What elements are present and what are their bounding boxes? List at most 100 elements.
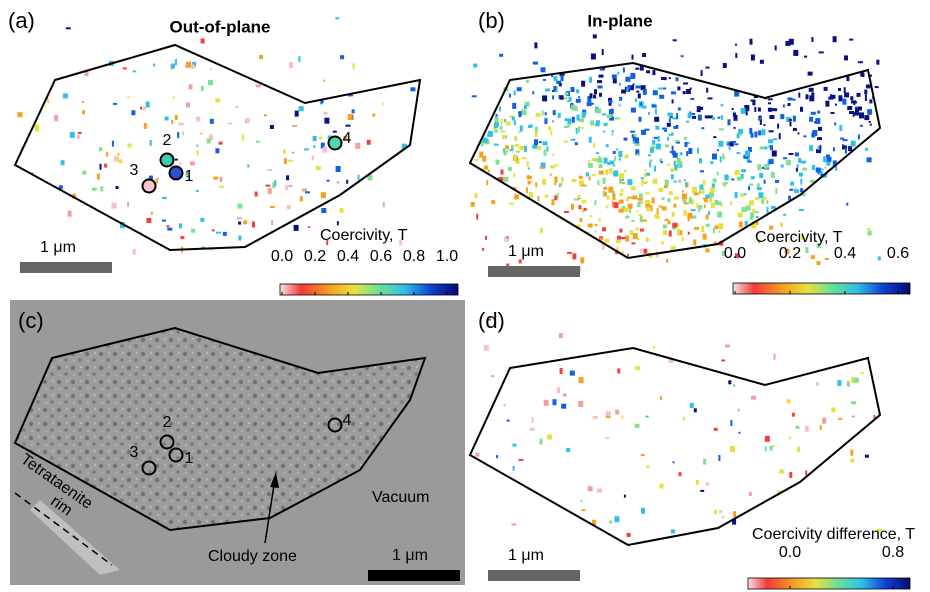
location-marker bbox=[329, 137, 342, 150]
pixel bbox=[594, 200, 596, 205]
pixel bbox=[113, 103, 117, 105]
pixel bbox=[688, 215, 690, 221]
pixel bbox=[646, 207, 650, 211]
pixel bbox=[780, 114, 784, 119]
pixel bbox=[590, 215, 593, 217]
pixel bbox=[644, 173, 647, 177]
pixel bbox=[321, 208, 326, 213]
pixel bbox=[752, 101, 755, 105]
pixel bbox=[580, 257, 584, 263]
pixel bbox=[672, 151, 676, 155]
pixel bbox=[319, 137, 322, 140]
pixel bbox=[815, 118, 820, 124]
pixel bbox=[733, 113, 736, 117]
pixel bbox=[177, 132, 179, 138]
pixel bbox=[733, 511, 736, 517]
pixel bbox=[627, 254, 629, 257]
pixel bbox=[801, 161, 806, 164]
pixel bbox=[619, 83, 621, 86]
pixel bbox=[857, 93, 861, 97]
pixel bbox=[865, 148, 868, 151]
panel-label: (c) bbox=[18, 308, 44, 333]
pixel bbox=[633, 137, 636, 141]
pixel bbox=[482, 248, 484, 251]
pixel bbox=[526, 80, 529, 83]
pixel bbox=[848, 146, 852, 151]
pixel bbox=[287, 205, 291, 209]
pixel bbox=[649, 162, 651, 167]
pixel bbox=[336, 166, 341, 172]
pixel bbox=[699, 158, 702, 163]
pixel bbox=[243, 220, 247, 224]
pixel bbox=[832, 95, 836, 99]
pixel bbox=[372, 114, 375, 117]
pixel bbox=[851, 401, 856, 404]
panel-label: (d) bbox=[478, 308, 505, 333]
pixel bbox=[270, 206, 275, 208]
pixel bbox=[783, 104, 785, 107]
pixel bbox=[642, 220, 647, 222]
pixel bbox=[268, 188, 272, 194]
scale-bar-label: 1 μm bbox=[40, 239, 76, 256]
pixel bbox=[628, 85, 631, 89]
pixel bbox=[786, 160, 791, 165]
location-marker bbox=[143, 180, 156, 193]
pixel bbox=[547, 146, 549, 151]
pixel bbox=[853, 113, 855, 117]
pixel bbox=[677, 86, 680, 90]
pixel bbox=[851, 141, 856, 147]
pixel bbox=[844, 55, 848, 60]
pixel bbox=[698, 107, 703, 110]
pixel bbox=[619, 104, 621, 106]
pixel bbox=[313, 136, 317, 141]
pixel bbox=[625, 236, 629, 242]
pixel bbox=[599, 171, 604, 175]
pixel bbox=[652, 140, 655, 145]
pixel bbox=[77, 135, 79, 139]
pixel bbox=[566, 448, 570, 452]
pixel bbox=[647, 238, 649, 241]
pixel bbox=[582, 200, 587, 203]
pixel bbox=[609, 100, 613, 103]
pixel bbox=[799, 209, 804, 211]
pixel bbox=[837, 380, 841, 386]
pixel bbox=[845, 148, 847, 154]
pixel bbox=[633, 196, 638, 200]
pixel bbox=[668, 220, 671, 224]
pixel bbox=[247, 164, 249, 167]
pixel bbox=[579, 118, 584, 122]
pixel bbox=[689, 200, 692, 202]
pixel bbox=[602, 244, 605, 249]
pixel bbox=[196, 145, 198, 147]
pixel bbox=[805, 247, 808, 253]
pixel bbox=[659, 95, 664, 99]
pixel bbox=[774, 354, 776, 360]
pixel bbox=[809, 88, 814, 92]
pixel bbox=[590, 120, 594, 125]
pixel bbox=[313, 145, 315, 148]
pixel bbox=[265, 185, 270, 187]
pixel bbox=[751, 55, 755, 61]
pixel bbox=[746, 206, 751, 211]
pixel bbox=[718, 141, 723, 147]
pixel bbox=[321, 192, 326, 198]
pixel bbox=[636, 91, 639, 93]
pixel bbox=[751, 176, 755, 179]
pixel bbox=[688, 232, 690, 235]
pixel bbox=[672, 99, 674, 103]
pixel bbox=[838, 88, 841, 91]
pixel bbox=[760, 60, 764, 64]
pixel bbox=[685, 142, 688, 147]
pixel bbox=[737, 177, 742, 181]
pixel bbox=[816, 382, 819, 386]
pixel bbox=[571, 204, 574, 210]
pixel bbox=[721, 104, 724, 106]
pixel bbox=[602, 113, 606, 115]
pixel bbox=[507, 420, 510, 422]
pixel bbox=[522, 157, 527, 159]
pixel bbox=[847, 381, 850, 387]
pixel bbox=[679, 472, 682, 476]
pixel bbox=[302, 188, 307, 191]
pixel bbox=[133, 70, 136, 72]
pixel bbox=[189, 84, 193, 89]
